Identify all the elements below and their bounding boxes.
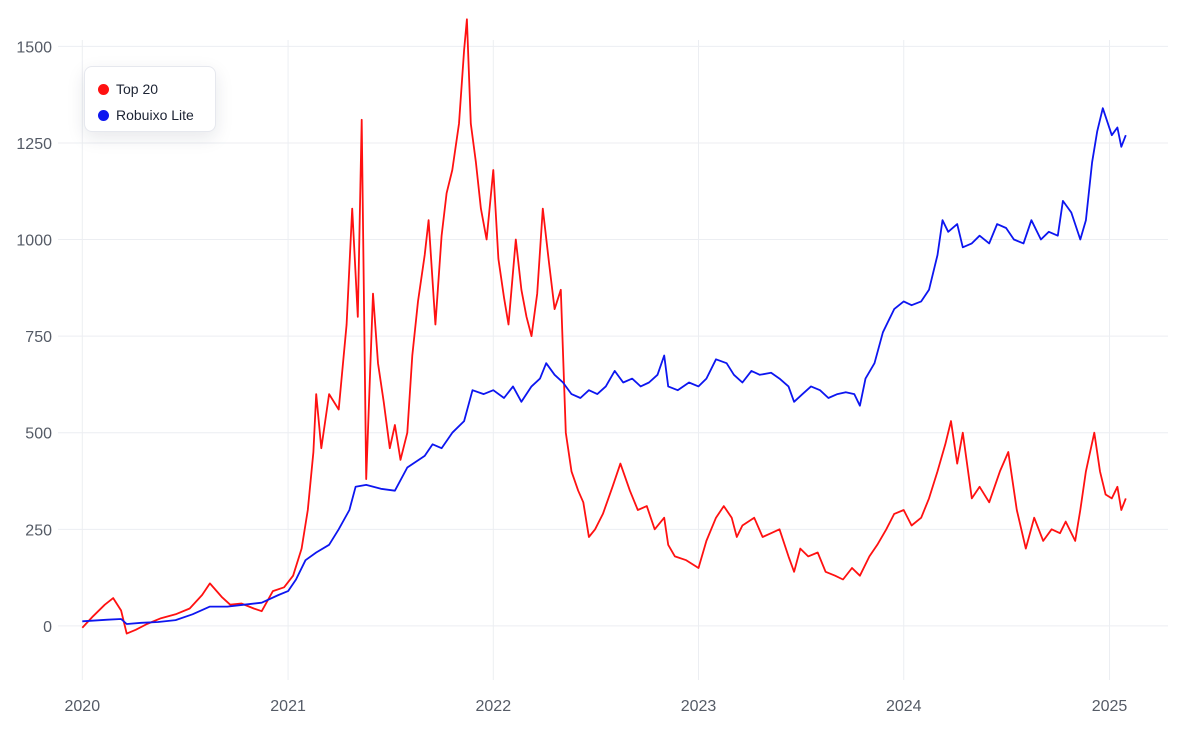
legend-item-robuixo-lite[interactable]: Robuixo Lite [98,102,215,128]
y-tick-label: 1000 [16,233,52,250]
y-tick-label: 1500 [16,39,52,56]
x-tick-label: 2020 [65,698,101,715]
x-tick-label: 2021 [270,698,306,715]
series-lines [81,18,1127,635]
gridlines [58,40,1168,680]
y-tick-label: 500 [25,426,52,443]
x-axis-ticks: 2020 2021 2022 2023 2024 2025 [65,698,1128,715]
x-tick-label: 2022 [476,698,512,715]
legend-label-robuixo-lite: Robuixo Lite [116,107,194,123]
legend-dot-top-20 [98,83,109,95]
y-tick-label: 0 [43,619,52,636]
y-tick-label: 250 [25,522,52,539]
legend-item-top-20[interactable]: Top 20 [98,76,215,102]
legend-dot-robuixo-lite [98,109,109,121]
legend-label-top-20: Top 20 [116,81,159,97]
x-tick-label: 2025 [1092,698,1128,715]
x-tick-label: 2023 [681,698,717,715]
y-tick-label: 750 [25,329,52,346]
x-tick-label: 2024 [886,698,922,715]
legend: Top 20 Robuixo Lite [84,66,216,132]
series-line-top-20 [81,18,1127,635]
y-tick-label: 1250 [16,136,52,153]
series-line-robuixo-lite [82,107,1127,625]
y-axis-ticks: 0 250 500 750 1000 1250 1500 [16,39,52,636]
